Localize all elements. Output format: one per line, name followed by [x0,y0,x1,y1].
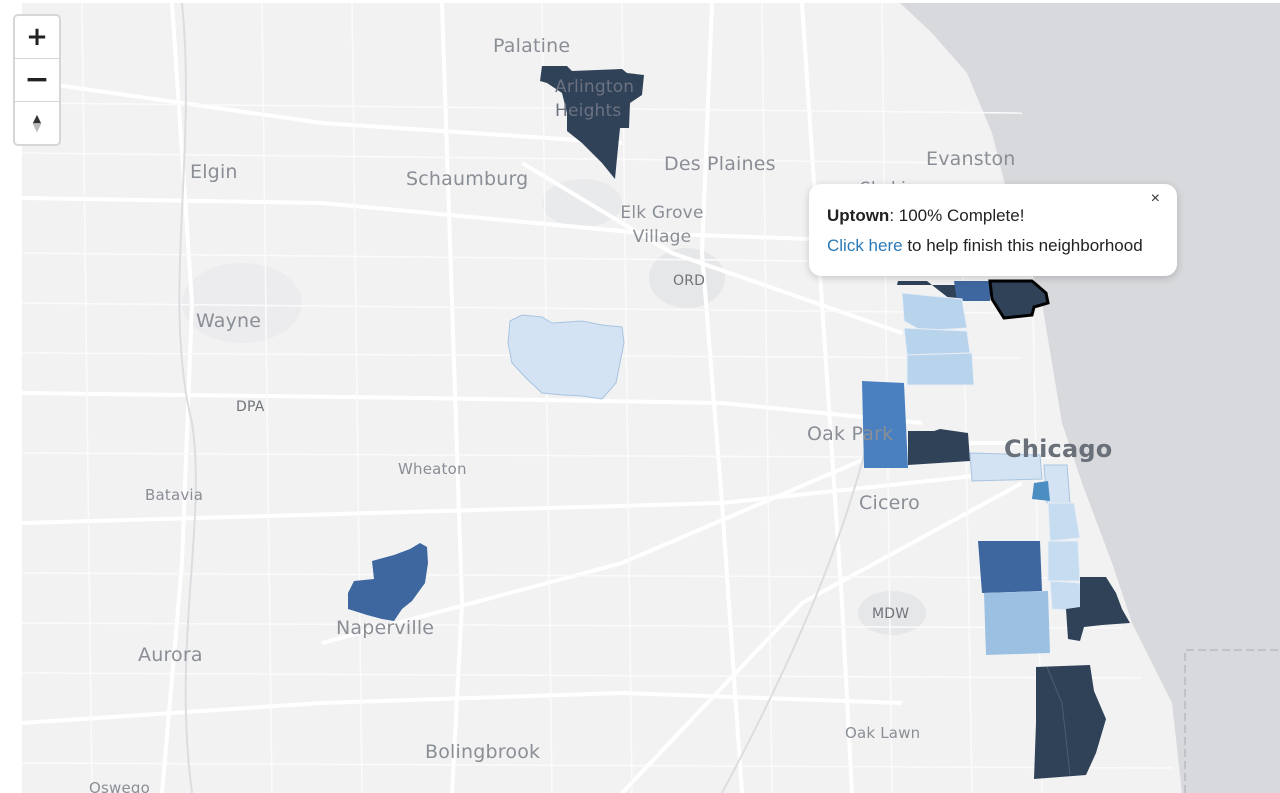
neighborhood-schaumburg-area [507,314,625,400]
neighborhood-near-west [969,452,1043,482]
neighborhood-south-shore [1034,665,1106,779]
label-arlington-heights: Arlington Heights [555,77,635,121]
zoom-control: + − ▲ ▼ [13,14,61,146]
label-wayne: Wayne [196,310,262,332]
label-evanston: Evanston [926,148,1016,170]
label-ord: ORD [673,273,706,289]
label-oak-park: Oak Park [807,423,894,445]
label-aurora: Aurora [138,644,203,666]
neighborhood-arlington-heights [540,66,644,179]
label-elgin: Elgin [190,161,238,183]
neighborhood-west-side [908,429,970,465]
label-mdw: MDW [872,606,910,622]
neighborhood-naperville [348,543,428,621]
neighborhood-kenwood [1049,580,1083,612]
neighborhood-popup: × Uptown: 100% Complete! Click here to h… [809,184,1177,276]
label-des-plaines: Des Plaines [664,153,776,175]
label-dpa: DPA [236,399,265,415]
close-icon[interactable]: × [1150,190,1160,207]
forest-preserve [542,179,622,227]
popup-help-text: to help finish this neighborhood [902,236,1143,255]
neighborhood-lakeview-2 [903,327,971,356]
lake-michigan [900,3,1280,793]
reset-bearing-button[interactable]: ▲ ▼ [15,102,59,144]
neighborhood-back-of-yards [984,591,1050,655]
neighborhood-south-loop [1047,502,1081,542]
zoom-in-button[interactable]: + [15,16,59,59]
compass-north-icon: ▲ [32,112,42,125]
map-canvas[interactable] [22,3,1280,793]
zoom-out-button[interactable]: − [15,59,59,102]
state-boundary [1184,649,1280,793]
fox-river [178,3,197,793]
compass-south-icon: ▼ [32,121,42,134]
label-batavia: Batavia [145,486,204,504]
popup-status: : 100% Complete! [889,206,1025,225]
popup-status-line: Uptown: 100% Complete! [827,206,1024,226]
neighborhood-bronzeville [1047,540,1081,582]
label-schaumburg: Schaumburg [406,168,529,190]
popup-help-line: Click here to help finish this neighborh… [827,236,1143,256]
major-roads [22,3,1023,793]
neighborhood-small-mid [1032,481,1050,501]
help-finish-link[interactable]: Click here [827,236,903,255]
neighborhood-hyde-park [1066,577,1130,641]
label-bolingbrook: Bolingbrook [425,741,541,763]
neighborhood-uptown-selected [988,279,1050,320]
label-oswego: Oswego [89,779,151,793]
label-wheaton: Wheaton [398,460,467,478]
neighborhood-austin [862,381,908,468]
compass-icon: ▲ ▼ [32,112,42,134]
neighborhood-lakeview-1 [901,292,968,332]
label-palatine: Palatine [493,35,571,57]
forest-preserve [182,263,302,343]
neighborhood-divider [1046,666,1071,776]
label-oak-lawn: Oak Lawn [845,724,921,742]
airport-mdw-area [858,591,926,635]
neighborhood-uptown-north-2 [954,281,990,301]
label-elk-grove-village: Elk Grove Village [620,203,704,247]
label-cicero: Cicero [859,492,920,514]
neighborhood-uptown-north-1 [897,281,957,301]
label-naperville: Naperville [336,617,435,639]
map[interactable]: Palatine Arlington Heights Des Plaines E… [22,3,1280,793]
neighborhood-bridgeport [978,541,1042,593]
popup-neighborhood-name: Uptown [827,206,890,225]
label-chicago: Chicago [1004,435,1113,463]
neighborhood-lakeview-3 [906,352,975,386]
